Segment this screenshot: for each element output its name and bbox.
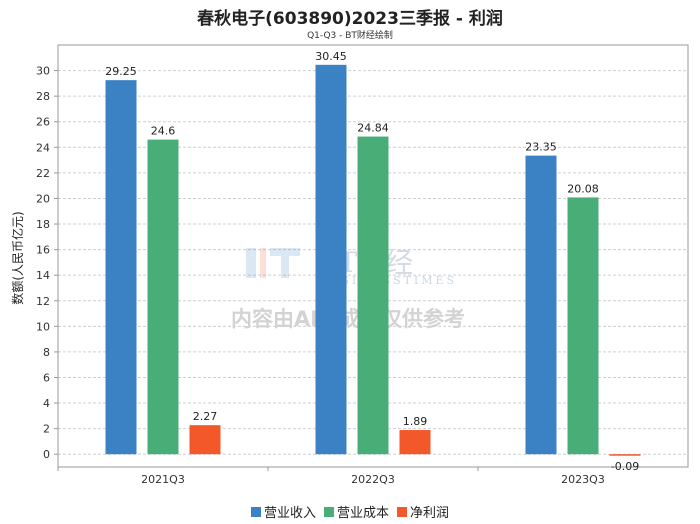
legend-label: 营业收入 xyxy=(263,506,316,521)
y-tick-label: 24 xyxy=(36,141,50,154)
x-tick-label: 2021Q3 xyxy=(141,473,185,486)
data-label: 20.08 xyxy=(567,182,599,195)
legend-swatch xyxy=(250,506,261,517)
watermark-notice: 内容由AI生成，仅供参考 xyxy=(231,307,465,331)
data-label: 2.27 xyxy=(193,410,218,423)
y-tick-label: 22 xyxy=(36,167,50,180)
legend-item[interactable]: 营业收入 xyxy=(250,502,316,521)
x-tick-label: 2022Q3 xyxy=(351,473,395,486)
bars xyxy=(105,64,641,456)
bar xyxy=(567,197,599,455)
y-tick-label: 6 xyxy=(43,371,50,384)
data-label: -0.09 xyxy=(611,460,639,473)
watermark: BT财经 BUSINESSTIMES 内容由AI生成，仅供参考 xyxy=(231,246,465,331)
chart-area: BT财经 BUSINESSTIMES 内容由AI生成，仅供参考 02468101… xyxy=(10,44,689,486)
y-tick-label: 2 xyxy=(43,423,50,436)
data-labels: 29.25 24.6 2.27 30.45 24.84 1.89 23.35 20.08 -0.… xyxy=(105,50,639,473)
y-tick-label: 10 xyxy=(36,320,50,333)
bar xyxy=(189,425,221,455)
y-tick-label: 20 xyxy=(36,192,50,205)
legend: 营业收入 营业成本 净利润 xyxy=(0,502,700,521)
y-tick-label: 28 xyxy=(36,90,50,103)
y-tick-label: 14 xyxy=(36,269,50,282)
bt-logo-icon xyxy=(246,248,300,278)
data-label: 30.45 xyxy=(315,50,347,63)
y-tick-label: 4 xyxy=(43,397,50,410)
y-tick-label: 30 xyxy=(36,65,50,78)
y-tick-label: 16 xyxy=(36,244,50,257)
data-label: 24.84 xyxy=(357,122,389,135)
chart-title: 春秋电子(603890)2023三季报 - 利润 xyxy=(197,9,503,29)
bar xyxy=(315,64,347,455)
y-tick-label: 8 xyxy=(43,346,50,359)
y-tick-label: 26 xyxy=(36,116,50,129)
legend-item[interactable]: 营业成本 xyxy=(323,502,389,521)
bar xyxy=(609,454,641,456)
y-tick-label: 18 xyxy=(36,218,50,231)
data-label: 29.25 xyxy=(105,65,137,78)
chart-subtitle: Q1-Q3 - BT财经绘制 xyxy=(307,31,393,41)
bar xyxy=(105,80,137,455)
bar xyxy=(147,139,179,455)
bar xyxy=(525,155,557,455)
y-tick-label: 12 xyxy=(36,295,50,308)
legend-swatch xyxy=(397,506,407,517)
x-tick-label: 2023Q3 xyxy=(561,473,605,486)
bar xyxy=(357,136,389,455)
plot-border xyxy=(57,44,689,468)
y-axis-label: 数额(人民币亿元) xyxy=(10,211,25,304)
data-label: 24.6 xyxy=(151,125,176,138)
legend-label: 营业成本 xyxy=(336,506,389,521)
y-tick-label: 0 xyxy=(43,448,50,461)
data-label: 1.89 xyxy=(403,415,428,428)
bar xyxy=(399,430,431,455)
legend-label: 净利润 xyxy=(410,506,450,521)
legend-item[interactable]: 净利润 xyxy=(397,502,449,521)
legend-swatch xyxy=(323,506,334,517)
data-label: 23.35 xyxy=(525,141,557,154)
